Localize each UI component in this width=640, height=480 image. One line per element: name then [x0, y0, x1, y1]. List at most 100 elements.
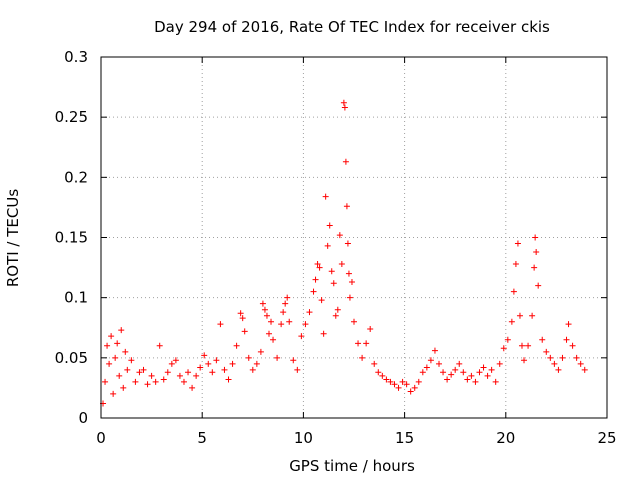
- data-point: [531, 264, 538, 271]
- data-point: [529, 312, 536, 319]
- data-point: [259, 300, 266, 307]
- data-point: [140, 366, 147, 373]
- data-point: [225, 376, 232, 383]
- data-point: [468, 372, 475, 379]
- data-point: [265, 330, 272, 337]
- data-point: [282, 300, 289, 307]
- data-point: [488, 366, 495, 373]
- data-point: [106, 360, 113, 367]
- data-point: [318, 297, 325, 304]
- data-point: [573, 354, 580, 361]
- data-point: [342, 158, 349, 165]
- data-point: [160, 376, 167, 383]
- data-point: [427, 357, 434, 364]
- data-point: [565, 321, 572, 328]
- data-point: [359, 354, 366, 361]
- data-point: [189, 384, 196, 391]
- x-tick-label: 10: [294, 429, 313, 447]
- data-point: [387, 378, 394, 385]
- data-point: [201, 352, 208, 359]
- data-point: [328, 268, 335, 275]
- data-point: [504, 336, 511, 343]
- data-point: [535, 282, 542, 289]
- data-point: [108, 333, 115, 340]
- data-point: [547, 354, 554, 361]
- data-point: [419, 369, 426, 376]
- data-point: [241, 328, 248, 335]
- data-point: [322, 193, 329, 200]
- tick-labels: 0 5 10 15 20 25 0 0.05 0.1 0.15 0.2 0.25 0.3: [55, 48, 617, 447]
- data-point: [543, 348, 550, 355]
- axis-ticks: [100, 56, 608, 419]
- grid-lines: [100, 56, 608, 419]
- data-point: [436, 360, 443, 367]
- data-point: [176, 372, 183, 379]
- data-point: [551, 360, 558, 367]
- data-point: [168, 360, 175, 367]
- data-point: [197, 364, 204, 371]
- data-point: [484, 372, 491, 379]
- data-point: [213, 357, 220, 364]
- data-point: [310, 288, 317, 295]
- data-point: [338, 260, 345, 267]
- data-point: [492, 378, 499, 385]
- x-tick-label: 5: [197, 429, 207, 447]
- data-point: [395, 384, 402, 391]
- data-point: [302, 321, 309, 328]
- data-point: [278, 321, 285, 328]
- data-point: [124, 366, 131, 373]
- x-tick-label: 15: [395, 429, 414, 447]
- data-point: [355, 340, 362, 347]
- data-point: [514, 240, 521, 247]
- data-point: [193, 372, 200, 379]
- data-point: [152, 378, 159, 385]
- data-point: [559, 354, 566, 361]
- data-point: [221, 366, 228, 373]
- y-tick-label: 0.25: [55, 108, 88, 126]
- data-point: [336, 232, 343, 239]
- data-point: [274, 354, 281, 361]
- data-point: [217, 321, 224, 328]
- data-point: [320, 330, 327, 337]
- data-point: [102, 378, 109, 385]
- data-point: [480, 364, 487, 371]
- data-point: [185, 369, 192, 376]
- data-point: [118, 327, 125, 334]
- data-point: [229, 360, 236, 367]
- data-point: [452, 366, 459, 373]
- y-tick-label: 0.15: [55, 229, 88, 247]
- data-point: [525, 342, 532, 349]
- data-point: [312, 276, 319, 283]
- data-point: [407, 388, 414, 395]
- data-point: [209, 369, 216, 376]
- data-point: [343, 203, 350, 210]
- data-point: [249, 366, 256, 373]
- data-point: [239, 315, 246, 322]
- data-point: [375, 369, 382, 376]
- data-point: [403, 381, 410, 388]
- data-point: [411, 384, 418, 391]
- data-point: [233, 342, 240, 349]
- data-point: [344, 240, 351, 247]
- data-point: [512, 260, 519, 267]
- data-point: [351, 318, 357, 325]
- data-point: [539, 336, 546, 343]
- data-point: [132, 378, 139, 385]
- data-point: [460, 369, 467, 376]
- data-point: [508, 318, 515, 325]
- data-point: [379, 372, 386, 379]
- data-point: [563, 336, 570, 343]
- data-point: [257, 348, 264, 355]
- data-point: [316, 264, 323, 271]
- data-point: [314, 260, 321, 267]
- data-point: [172, 357, 179, 364]
- chart-title: Day 294 of 2016, Rate Of TEC Index for r…: [154, 18, 550, 36]
- data-point: [128, 357, 135, 364]
- data-point: [345, 270, 352, 277]
- data-point: [253, 360, 260, 367]
- data-point: [136, 369, 143, 376]
- y-tick-label: 0.3: [64, 48, 88, 66]
- x-tick-label: 0: [96, 429, 106, 447]
- data-point: [261, 306, 268, 313]
- data-point: [148, 372, 155, 379]
